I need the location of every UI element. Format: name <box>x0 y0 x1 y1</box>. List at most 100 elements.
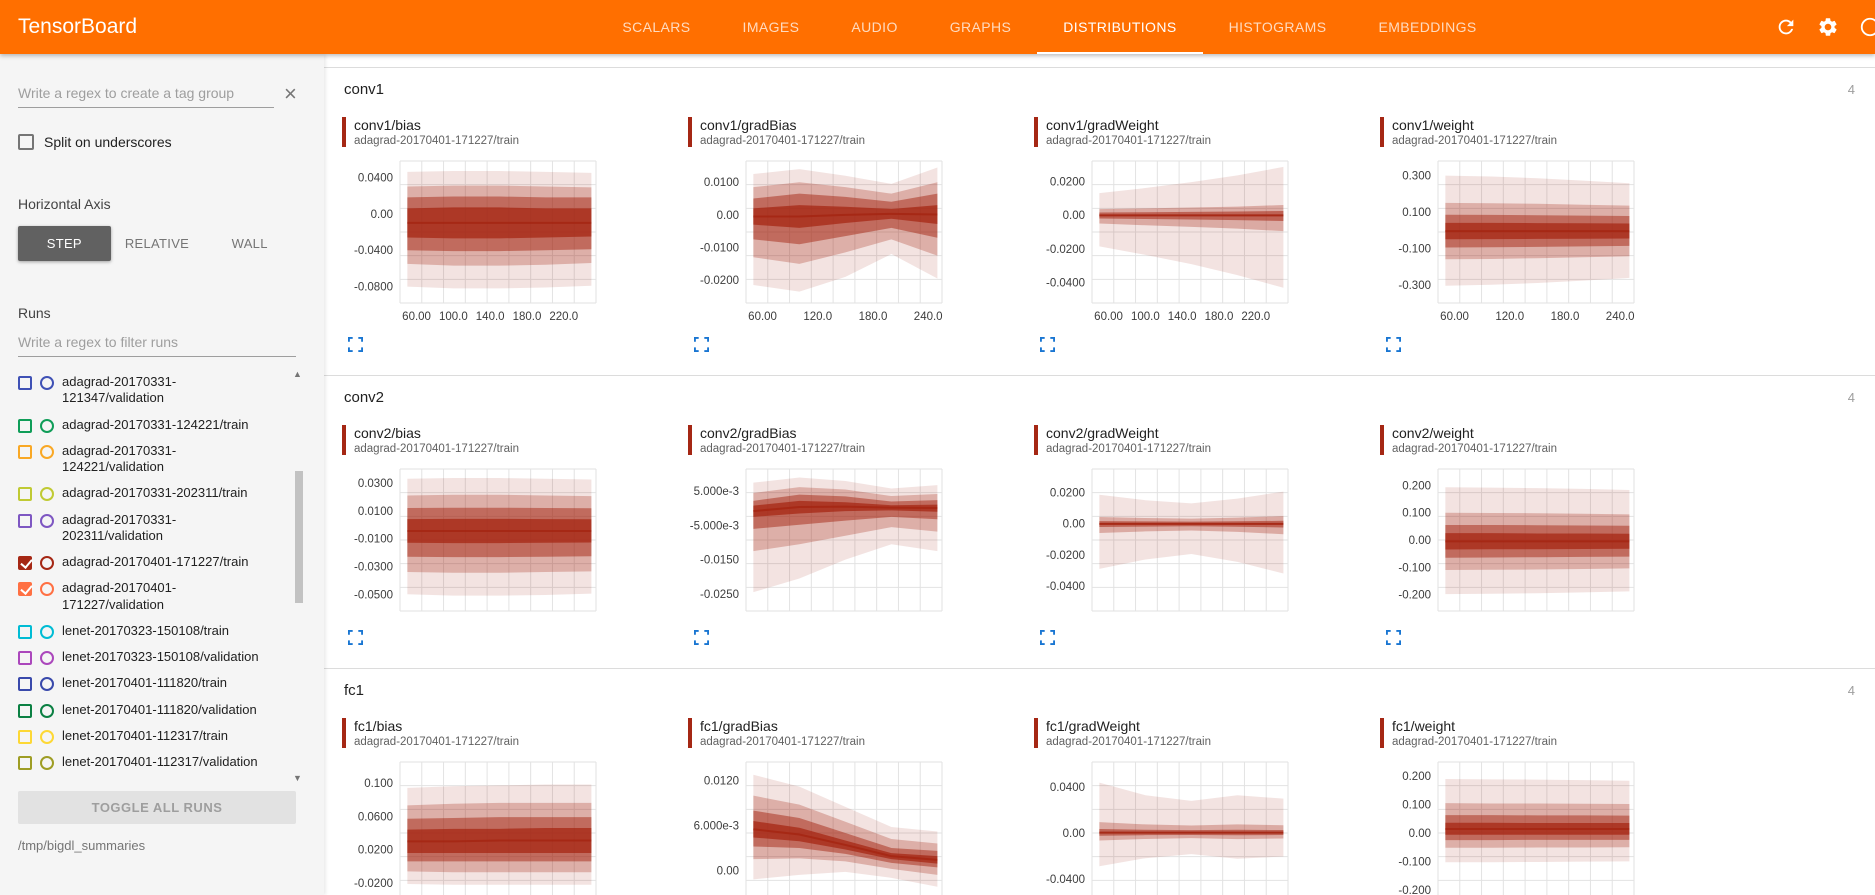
svg-text:180.0: 180.0 <box>859 311 888 323</box>
run-label: adagrad-20170401-171227/train <box>62 554 249 569</box>
split-underscores-option[interactable]: Split on underscores <box>18 134 306 150</box>
expand-icon[interactable] <box>1040 337 1055 352</box>
app-title: TensorBoard <box>18 15 138 38</box>
chart-title: conv2/bias <box>354 425 421 441</box>
relative-button[interactable]: RELATIVE <box>111 226 204 261</box>
run-row[interactable]: adagrad-20170331-202311/train <box>18 480 282 506</box>
section-title: fc1 <box>344 682 365 699</box>
chart-card: fc1/gradBias adagrad-20170401-171227/tra… <box>688 718 1020 895</box>
settings-gear-icon[interactable] <box>1817 16 1839 38</box>
run-row[interactable]: adagrad-20170331-202311/validation <box>18 507 282 550</box>
tab-embeddings[interactable]: EMBEDDINGS <box>1378 19 1477 35</box>
svg-text:0.200: 0.200 <box>1402 771 1431 783</box>
svg-text:-0.0200: -0.0200 <box>1046 550 1085 562</box>
run-row[interactable]: lenet-20170401-111820/validation <box>18 697 282 723</box>
expand-icon[interactable] <box>348 337 363 352</box>
svg-text:5.000e-3: 5.000e-3 <box>694 486 739 498</box>
svg-text:140.0: 140.0 <box>476 311 505 323</box>
horizontal-axis-button-group: STEP RELATIVE WALL <box>18 226 296 261</box>
svg-text:100.0: 100.0 <box>439 311 468 323</box>
distribution-chart: 0.0300 0.0100 -0.0100 -0.0300 -0.0500 <box>342 463 674 626</box>
run-row[interactable]: adagrad-20170331-124221/train <box>18 412 282 438</box>
main-content: conv1 4 conv1/bias adagrad-20170401-1712… <box>324 54 1875 895</box>
chart-row: conv2/bias adagrad-20170401-171227/train… <box>324 419 1875 668</box>
tag-regex-input[interactable] <box>18 80 274 108</box>
chart-title: fc1/weight <box>1392 718 1456 734</box>
toggle-all-runs-button[interactable]: TOGGLE ALL RUNS <box>18 791 296 824</box>
run-checkbox[interactable] <box>18 556 32 570</box>
scroll-down-icon[interactable]: ▼ <box>293 773 302 783</box>
run-checkbox[interactable] <box>18 582 32 597</box>
step-button[interactable]: STEP <box>18 226 111 261</box>
run-row[interactable]: adagrad-20170331-124221/validation <box>18 438 282 481</box>
run-color-bar <box>688 117 692 147</box>
scroll-up-icon[interactable]: ▲ <box>293 369 302 379</box>
runs-scrollbar[interactable]: ▲ ▼ <box>292 369 306 783</box>
run-checkbox[interactable] <box>18 756 32 770</box>
distribution-chart: 0.0400 0.00 -0.0400 -0.0800 60.00 100.0 140.0 1… <box>342 155 674 333</box>
run-checkbox[interactable] <box>18 444 32 459</box>
run-row[interactable]: adagrad-20170331-121347/validation <box>18 369 282 412</box>
split-underscores-label: Split on underscores <box>44 134 172 150</box>
run-checkbox[interactable] <box>18 624 32 639</box>
svg-text:0.0200: 0.0200 <box>1050 487 1085 499</box>
run-label: adagrad-20170331-124221/validation <box>62 442 177 474</box>
chart-run-name: adagrad-20170401-171227/train <box>1046 736 1211 748</box>
run-label: adagrad-20170331-202311/train <box>62 485 248 501</box>
run-checkbox[interactable] <box>18 513 32 528</box>
run-color-bar <box>1034 718 1038 748</box>
expand-icon[interactable] <box>1386 337 1401 352</box>
run-row[interactable]: lenet-20170401-112317/train <box>18 723 282 749</box>
run-row[interactable]: lenet-20170323-150108/train <box>18 618 282 644</box>
run-regex-input[interactable] <box>18 329 296 357</box>
svg-text:240.0: 240.0 <box>914 311 943 323</box>
help-icon[interactable] <box>1859 16 1875 38</box>
chart-title: conv1/gradWeight <box>1046 117 1159 133</box>
section-header[interactable]: conv2 4 <box>324 376 1875 419</box>
run-row[interactable]: adagrad-20170401-171227/train <box>18 549 282 575</box>
tab-scalars[interactable]: SCALARS <box>622 19 691 35</box>
refresh-icon[interactable] <box>1775 16 1797 38</box>
close-icon[interactable]: × <box>284 81 297 106</box>
chart-card: conv1/weight adagrad-20170401-171227/tra… <box>1380 117 1712 357</box>
svg-text:0.00: 0.00 <box>717 865 739 877</box>
distribution-chart: 0.0200 0.00 -0.0200 -0.0400 60.00 100.0 140.0 1… <box>1034 155 1366 333</box>
svg-text:240.0: 240.0 <box>1606 311 1635 323</box>
tab-histograms[interactable]: HISTOGRAMS <box>1228 19 1327 35</box>
run-label: lenet-20170323-150108/validation <box>62 649 259 664</box>
svg-text:-0.0300: -0.0300 <box>354 561 393 573</box>
section-title: conv2 <box>344 389 385 406</box>
svg-text:0.100: 0.100 <box>364 778 393 790</box>
expand-icon[interactable] <box>348 630 363 645</box>
section-header[interactable]: fc1 4 <box>324 669 1875 712</box>
run-row[interactable]: lenet-20170401-112317/validation <box>18 749 282 775</box>
run-checkbox[interactable] <box>18 418 32 433</box>
run-checkbox[interactable] <box>18 651 32 665</box>
run-row[interactable]: adagrad-20170401-171227/validation <box>18 575 282 618</box>
split-underscores-checkbox[interactable] <box>18 134 34 150</box>
tab-images[interactable]: IMAGES <box>742 19 800 35</box>
expand-icon[interactable] <box>694 630 709 645</box>
expand-icon[interactable] <box>1040 630 1055 645</box>
wall-button[interactable]: WALL <box>203 226 296 261</box>
svg-text:-0.0400: -0.0400 <box>1046 581 1085 593</box>
run-row[interactable]: lenet-20170401-111820/train <box>18 670 282 696</box>
run-checkbox[interactable] <box>18 487 32 502</box>
chart-run-name: adagrad-20170401-171227/train <box>1046 135 1211 147</box>
run-color-bar <box>342 117 346 147</box>
tab-audio[interactable]: AUDIO <box>851 19 898 35</box>
run-checkbox[interactable] <box>18 677 32 692</box>
scrollbar-thumb[interactable] <box>295 471 303 603</box>
run-checkbox[interactable] <box>18 703 32 718</box>
svg-text:-0.100: -0.100 <box>1398 562 1431 574</box>
run-checkbox[interactable] <box>18 376 32 390</box>
tab-graphs[interactable]: GRAPHS <box>949 19 1012 35</box>
svg-text:0.0600: 0.0600 <box>358 811 393 823</box>
section-header[interactable]: conv1 4 <box>324 68 1875 111</box>
run-checkbox[interactable] <box>18 729 32 744</box>
expand-icon[interactable] <box>694 337 709 352</box>
tab-distributions[interactable]: DISTRIBUTIONS <box>1037 0 1202 54</box>
expand-icon[interactable] <box>1386 630 1401 645</box>
chart-row: fc1/bias adagrad-20170401-171227/train 0… <box>324 712 1875 895</box>
run-row[interactable]: lenet-20170323-150108/validation <box>18 644 282 670</box>
